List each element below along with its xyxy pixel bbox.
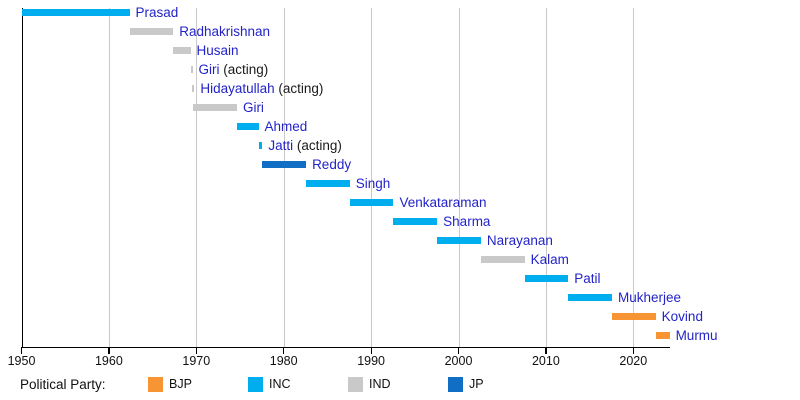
president-name: Reddy (312, 156, 352, 172)
president-label-ahmed: Ahmed (265, 118, 308, 136)
president-label-giri: Giri (243, 99, 264, 117)
president-name: Kalam (530, 251, 569, 267)
president-name: Radhakrishnan (179, 23, 271, 39)
x-axis-tick-2000 (458, 347, 460, 354)
y-axis-spine (21, 8, 23, 347)
president-name: Narayanan (486, 232, 553, 248)
x-axis-tick-label: 1980 (269, 354, 298, 368)
legend-title: Political Party: (20, 377, 106, 392)
president-label-jatti-acting: Jatti (acting) (268, 137, 342, 155)
term-bar-venkataraman (349, 199, 394, 206)
term-bar-prasad (22, 9, 130, 16)
x-axis-tick-label: 2020 (619, 354, 648, 368)
president-label-kovind: Kovind (662, 308, 703, 326)
x-axis-tick-1990 (370, 347, 372, 354)
x-axis-tick-label: 1990 (357, 354, 385, 368)
president-name: Kovind (661, 308, 703, 324)
decade-gridline-1970 (196, 8, 198, 347)
president-label-singh: Singh (356, 175, 391, 193)
term-bar-sharma (393, 218, 438, 225)
term-bar-mukherjee (568, 294, 612, 301)
term-bar-husain (173, 47, 191, 54)
x-axis-tick-label: 1960 (94, 354, 123, 368)
president-label-hidayatullah-acting: Hidayatullah (acting) (200, 80, 323, 98)
term-bar-singh (306, 180, 350, 187)
term-bar-radhakrishnan (129, 28, 174, 35)
term-bar-hidayatullah-acting (192, 85, 195, 92)
term-bar-giri-acting (190, 66, 193, 73)
x-axis-tick-1980 (283, 347, 285, 354)
president-name: Giri (242, 99, 264, 115)
president-label-reddy: Reddy (312, 156, 351, 174)
term-bar-patil (524, 275, 569, 282)
president-name: Ahmed (264, 118, 308, 134)
decade-gridline-2020 (633, 8, 635, 347)
president-name: Jatti (268, 137, 294, 153)
x-axis-tick-2020 (632, 347, 634, 354)
decade-gridline-1960 (108, 8, 110, 347)
legend-swatch-ind (348, 377, 363, 392)
x-axis-tick-label: 2000 (444, 354, 473, 368)
x-axis-tick-label: 1950 (7, 354, 36, 368)
president-label-patil: Patil (574, 270, 600, 288)
x-axis-tick-1960 (108, 347, 110, 354)
decade-gridline-1990 (371, 8, 373, 347)
president-name: Murmu (675, 327, 718, 343)
term-bar-reddy (262, 161, 307, 168)
president-name: Mukherjee (617, 289, 681, 305)
president-label-narayanan: Narayanan (487, 232, 553, 250)
term-bar-kalam (480, 256, 525, 263)
x-axis-tick-label: 2010 (531, 354, 560, 368)
legend-swatch-inc (248, 377, 263, 392)
x-axis-tick-2010 (545, 347, 547, 354)
president-name: Patil (574, 270, 601, 286)
president-label-giri-acting: Giri (acting) (199, 61, 269, 79)
president-name: Husain (196, 42, 239, 58)
president-name: Hidayatullah (200, 80, 275, 96)
legend-label-jp: JP (469, 377, 484, 391)
president-label-radhakrishnan: Radhakrishnan (179, 23, 270, 41)
legend-label-ind: IND (369, 377, 391, 391)
legend-swatch-bjp (148, 377, 163, 392)
legend-swatch-jp (448, 377, 463, 392)
legend-label-inc: INC (269, 377, 291, 391)
decade-gridline-1980 (283, 8, 285, 347)
legend-label-bjp: BJP (169, 377, 192, 391)
x-axis-tick-1950 (21, 347, 23, 354)
term-bar-ahmed (236, 123, 259, 130)
president-label-sharma: Sharma (443, 213, 490, 231)
term-bar-jatti-acting (258, 142, 263, 149)
president-name: Sharma (443, 213, 491, 229)
acting-suffix: (acting) (274, 80, 324, 96)
term-bar-kovind (611, 313, 656, 320)
president-label-mukherjee: Mukherjee (618, 289, 681, 307)
president-label-prasad: Prasad (136, 4, 179, 22)
president-name: Singh (355, 175, 391, 191)
decade-gridline-2000 (458, 8, 460, 347)
x-axis-line (21, 347, 670, 349)
acting-suffix: (acting) (219, 61, 269, 77)
president-label-venkataraman: Venkataraman (399, 194, 486, 212)
decade-gridline-2010 (545, 8, 547, 347)
president-label-murmu: Murmu (676, 327, 718, 345)
acting-suffix: (acting) (293, 137, 342, 153)
x-axis-tick-label: 1970 (182, 354, 211, 368)
president-name: Venkataraman (399, 194, 487, 210)
president-name: Giri (198, 61, 220, 77)
term-bar-murmu (655, 332, 670, 339)
x-axis-tick-1970 (195, 347, 197, 354)
president-label-kalam: Kalam (531, 251, 569, 269)
term-bar-giri (193, 104, 237, 111)
president-name: Prasad (135, 4, 179, 20)
president-label-husain: Husain (197, 42, 239, 60)
term-bar-narayanan (437, 237, 481, 244)
